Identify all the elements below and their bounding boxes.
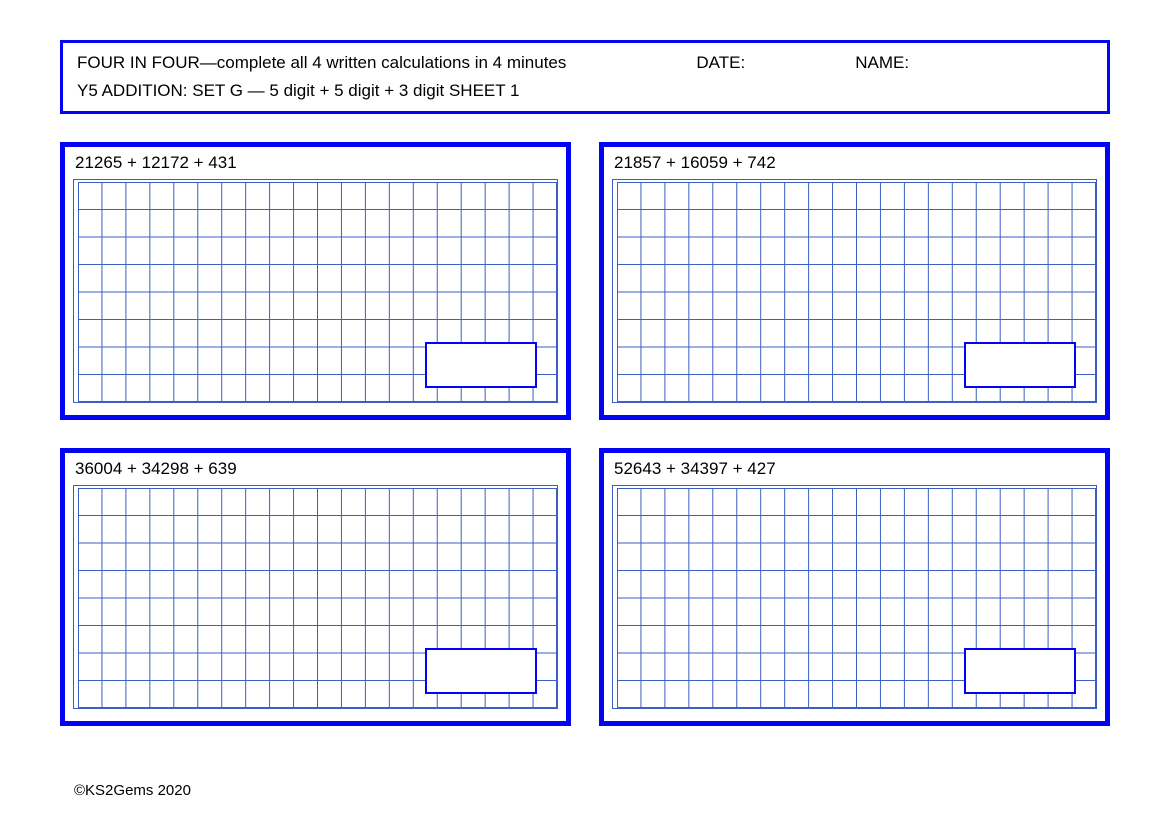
answer-box[interactable] <box>425 648 537 694</box>
answer-box[interactable] <box>425 342 537 388</box>
answer-box[interactable] <box>964 648 1076 694</box>
problem-expression: 21857 + 16059 + 742 <box>614 153 1097 173</box>
problems-grid: 21265 + 12172 + 431 21857 + 16059 + 742 … <box>60 142 1110 726</box>
worksheet-title: FOUR IN FOUR—complete all 4 written calc… <box>77 53 566 73</box>
working-grid[interactable] <box>612 485 1097 709</box>
problem-box-4: 52643 + 34397 + 427 <box>599 448 1110 726</box>
answer-box[interactable] <box>964 342 1076 388</box>
date-label: DATE: <box>696 53 745 73</box>
worksheet-subtitle: Y5 ADDITION: SET G — 5 digit + 5 digit +… <box>77 81 1093 101</box>
problem-box-2: 21857 + 16059 + 742 <box>599 142 1110 420</box>
working-grid[interactable] <box>73 485 558 709</box>
problem-expression: 21265 + 12172 + 431 <box>75 153 558 173</box>
problem-box-1: 21265 + 12172 + 431 <box>60 142 571 420</box>
name-label: NAME: <box>855 53 909 73</box>
working-grid[interactable] <box>612 179 1097 403</box>
problem-expression: 36004 + 34298 + 639 <box>75 459 558 479</box>
copyright-footer: ©KS2Gems 2020 <box>74 782 191 799</box>
header-line-1: FOUR IN FOUR—complete all 4 written calc… <box>77 53 1093 73</box>
header-box: FOUR IN FOUR—complete all 4 written calc… <box>60 40 1110 114</box>
problem-box-3: 36004 + 34298 + 639 <box>60 448 571 726</box>
problem-expression: 52643 + 34397 + 427 <box>614 459 1097 479</box>
working-grid[interactable] <box>73 179 558 403</box>
